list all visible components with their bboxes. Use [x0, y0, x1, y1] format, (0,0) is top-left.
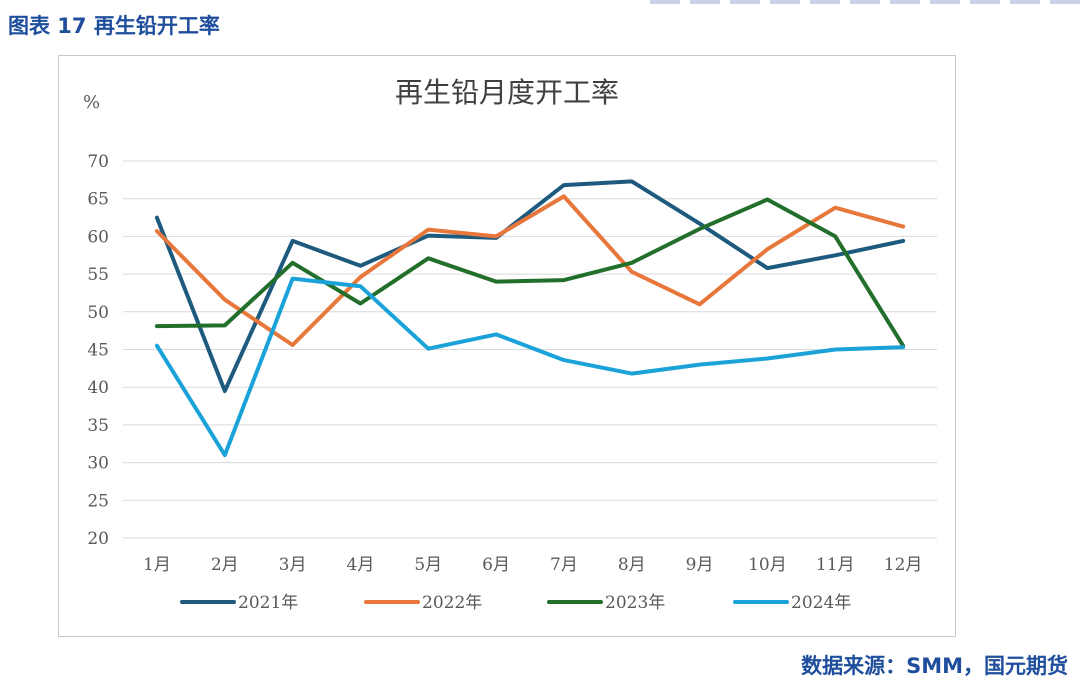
figure-caption: 图表 17 再生铅开工率	[8, 14, 220, 38]
series-line-2021年	[154, 179, 906, 393]
y-tick-label: 55	[87, 265, 109, 285]
chart-title: 再生铅月度开工率	[395, 76, 619, 109]
x-tick-label: 4月	[347, 555, 375, 575]
legend: 2021年 2022年 2023年 2024年	[180, 593, 851, 613]
page-header-strip	[650, 0, 1080, 4]
x-tick-label: 1月	[143, 555, 171, 575]
series-line-2023年	[154, 197, 906, 348]
y-tick-label: 35	[87, 416, 109, 436]
series-lines	[154, 179, 906, 458]
y-tick-label: 45	[87, 341, 109, 361]
series-line-2024年	[154, 276, 906, 458]
x-tick-label: 9月	[686, 555, 714, 575]
x-tick-label: 8月	[618, 555, 646, 575]
y-tick-label: 40	[87, 378, 109, 398]
y-axis-unit-label: %	[83, 92, 100, 113]
x-tick-label: 7月	[550, 555, 578, 575]
y-tick-label: 65	[87, 190, 109, 210]
legend-label: 2023年	[605, 593, 665, 613]
y-tick-label: 60	[87, 227, 109, 247]
legend-label: 2021年	[238, 593, 298, 613]
y-tick-label: 30	[87, 454, 109, 474]
y-tick-label: 20	[87, 529, 109, 549]
y-tick-label: 70	[87, 152, 109, 172]
x-tick-label: 5月	[414, 555, 442, 575]
series-line-2022年	[154, 194, 906, 347]
x-tick-label: 11月	[816, 555, 855, 575]
x-axis-ticks: 1月 2月 3月 4月 5月 6月 7月 8月 9月 10月 11月 12月	[143, 555, 922, 575]
x-tick-label: 2月	[211, 555, 239, 575]
y-axis-ticks: 20 25 30 35 40 45 50 55 60 65 70	[87, 152, 109, 549]
line-chart: 再生铅月度开工率 % 20 25 30 35 40 45 50 55 60 65 70 1月 2月 3月…	[83, 76, 937, 613]
y-tick-label: 25	[87, 491, 109, 511]
x-tick-label: 12月	[884, 555, 923, 575]
legend-label: 2024年	[791, 593, 851, 613]
data-source-note: 数据来源：SMM，国元期货	[801, 654, 1068, 678]
x-tick-label: 6月	[482, 555, 510, 575]
x-tick-label: 10月	[748, 555, 787, 575]
x-tick-label: 3月	[279, 555, 307, 575]
legend-label: 2022年	[422, 593, 482, 613]
chart-frame: 再生铅月度开工率 % 20 25 30 35 40 45 50 55 60 65 70 1月 2月 3月…	[58, 55, 956, 637]
y-tick-label: 50	[87, 303, 109, 323]
